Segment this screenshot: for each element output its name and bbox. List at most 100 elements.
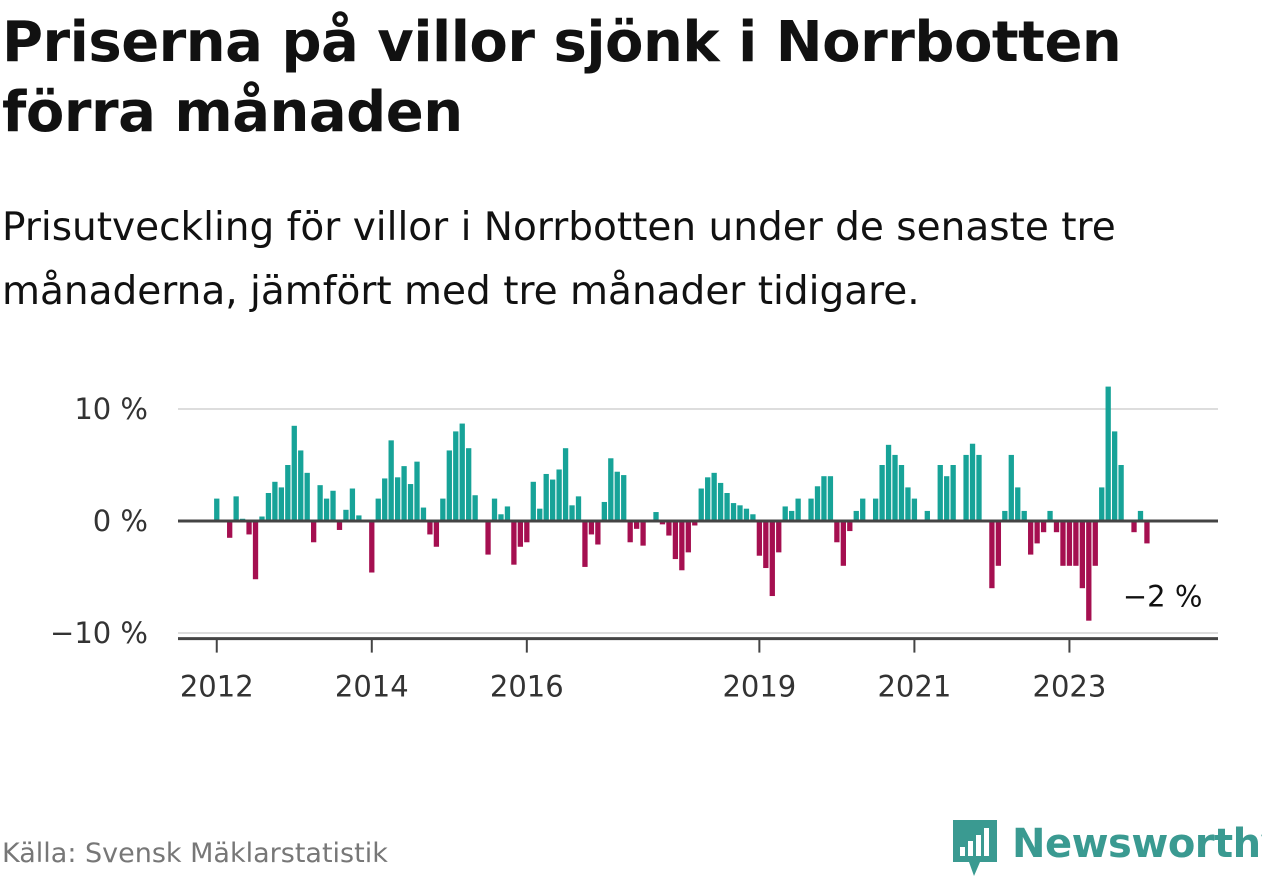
bar [472, 495, 478, 521]
bar [407, 484, 414, 521]
bar [872, 498, 879, 521]
bar [388, 440, 394, 521]
bar [814, 486, 821, 521]
bar [498, 514, 504, 521]
annotation-label: −2 % [1123, 579, 1203, 613]
source-note: Källa: Svensk Mäklarstatistik [2, 838, 388, 869]
x-tick-label: 2023 [1033, 670, 1107, 704]
bar [285, 465, 291, 521]
bar [1060, 521, 1066, 566]
bar [627, 521, 633, 543]
bar [317, 485, 323, 521]
bar [905, 487, 911, 521]
bar [821, 476, 827, 521]
bar [782, 506, 788, 521]
chart-subtitle: Prisutveckling för villor i Norrbotten u… [2, 205, 1116, 314]
bar [1028, 521, 1034, 555]
bar [588, 521, 595, 535]
bar [246, 521, 252, 535]
bar [298, 450, 304, 521]
bar [459, 423, 465, 521]
bar [511, 521, 517, 565]
bar [252, 521, 259, 580]
bar [575, 496, 582, 521]
bar [808, 498, 814, 521]
bar [963, 454, 969, 521]
bar [763, 521, 769, 569]
bar [892, 454, 898, 521]
bar [679, 521, 685, 571]
bar [440, 498, 446, 521]
bar [291, 425, 297, 521]
bar [1021, 510, 1027, 521]
bar [530, 481, 536, 521]
bar [911, 498, 918, 521]
bar [789, 510, 795, 521]
x-tick-label: 2014 [335, 670, 409, 704]
bar [776, 521, 782, 553]
bar [427, 521, 433, 535]
bar [666, 521, 672, 536]
bar [879, 465, 885, 521]
bar [453, 431, 459, 521]
bar [950, 465, 956, 521]
bar [517, 521, 524, 547]
chart-title: Priserna på villor sjönk i Norrbotten fö… [2, 10, 1122, 145]
bar [672, 521, 679, 560]
bar [562, 448, 569, 521]
bar [1144, 521, 1150, 544]
bar [853, 510, 859, 521]
bar [304, 472, 310, 521]
bar [1118, 465, 1124, 521]
x-axis: 2012 2014 2016 2019 2021 2023 [178, 637, 1218, 704]
x-tick-label: 2016 [490, 670, 564, 704]
bar [382, 478, 388, 521]
bar [711, 472, 717, 521]
bar [614, 471, 620, 521]
bar [1086, 521, 1092, 621]
bar [227, 521, 233, 538]
bar [582, 521, 588, 567]
bar [653, 512, 659, 521]
bar [543, 473, 549, 521]
bar [995, 521, 1002, 566]
bar [608, 458, 614, 521]
bar [860, 498, 866, 521]
x-tick-label: 2021 [877, 670, 951, 704]
y-tick-label: 0 % [93, 504, 148, 538]
bar [737, 505, 743, 521]
annotations: −2 % [1123, 579, 1203, 613]
bar [433, 521, 440, 547]
bar [1112, 431, 1118, 521]
bar [885, 444, 892, 521]
bar [730, 503, 737, 521]
bar [272, 481, 278, 521]
bar [601, 501, 607, 521]
bar [556, 469, 562, 521]
bar [1015, 487, 1021, 521]
bar [640, 521, 646, 546]
bar [705, 477, 711, 521]
bar [769, 521, 775, 597]
newsworthy-logo-icon [953, 820, 997, 876]
brand-name: Newsworthy [1012, 821, 1262, 867]
bar [233, 496, 239, 521]
y-axis-labels: 10 % 0 % −10 % [50, 392, 148, 650]
brand-logo: Newsworthy [950, 818, 1262, 878]
bar [369, 521, 375, 573]
bar [698, 488, 704, 521]
bar [1034, 521, 1040, 544]
bar [1079, 521, 1085, 589]
bar [659, 521, 666, 525]
bar [595, 521, 601, 545]
bar [1131, 521, 1137, 533]
bar [1099, 487, 1105, 521]
bar [446, 450, 452, 521]
bar [1053, 521, 1060, 533]
bar [840, 521, 846, 566]
bar [937, 465, 943, 521]
bar [989, 521, 995, 589]
x-tick-label: 2012 [180, 670, 254, 704]
bar [834, 521, 840, 543]
x-tick-label: 2019 [722, 670, 796, 704]
